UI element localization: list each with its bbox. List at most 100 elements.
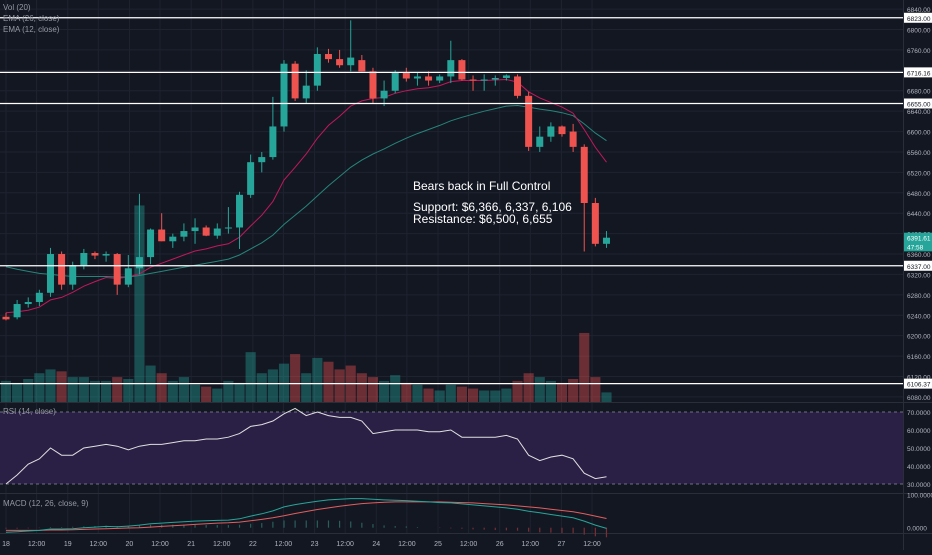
legend-volume: Vol (20) xyxy=(3,3,31,12)
price-tag-label: 6391.61 xyxy=(907,236,931,243)
volume-bar xyxy=(178,377,189,402)
volume-bar xyxy=(278,363,290,402)
candle-body xyxy=(202,227,210,236)
macd-tick-label: 100.0000 xyxy=(907,493,932,500)
volume-bar xyxy=(601,392,612,402)
candle-body xyxy=(324,54,332,60)
volume-bar xyxy=(479,390,490,402)
level-tag-label: 6716.16 xyxy=(907,70,931,77)
price-tick-label: 6680.00 xyxy=(907,89,931,96)
volume-bar xyxy=(312,357,323,402)
time-tick-label: 12:00 xyxy=(460,541,478,548)
volume-bar xyxy=(423,388,434,402)
annotation-title: Bears back in Full Control xyxy=(413,179,551,193)
level-tag-label: 6337.00 xyxy=(907,264,931,271)
candle-body xyxy=(347,57,355,66)
volume-bar xyxy=(490,390,501,402)
time-tick-label: 12:00 xyxy=(213,541,231,548)
volume-bar xyxy=(134,205,145,402)
candle-body xyxy=(69,265,77,285)
rsi-tick-label: 60.0000 xyxy=(907,428,931,435)
rsi-tick-label: 40.0000 xyxy=(907,464,931,471)
time-tick-label: 18 xyxy=(2,541,10,548)
time-tick-label: 24 xyxy=(372,541,380,548)
volume-bar xyxy=(412,384,423,402)
time-tick-label: 12:00 xyxy=(583,541,601,548)
volume-bar xyxy=(579,332,590,402)
annotation-resistance: Resistance: $6,500, 6,655 xyxy=(413,212,553,226)
candle-body xyxy=(391,72,399,91)
legend-macd: MACD (12, 26, close, 9) xyxy=(3,499,89,508)
legend-ema26: EMA (26, close) xyxy=(3,14,60,23)
time-tick-label: 12:00 xyxy=(522,541,540,548)
volume-bar xyxy=(189,384,201,402)
candle-body xyxy=(569,131,577,147)
volume-bar xyxy=(290,354,301,402)
macd-signal-line xyxy=(6,501,607,531)
volume-bar xyxy=(56,371,67,402)
price-tick-label: 6480.00 xyxy=(907,191,931,198)
rsi-tick-label: 70.0000 xyxy=(907,410,931,417)
price-tag xyxy=(904,232,932,243)
time-tick-label: 12:00 xyxy=(275,541,293,548)
volume-bar xyxy=(101,380,112,402)
volume-bar xyxy=(501,388,512,402)
time-tick-label: 26 xyxy=(496,541,504,548)
legend-ema12: EMA (12, close) xyxy=(3,25,60,34)
candle-body xyxy=(536,136,544,147)
time-tick-label: 27 xyxy=(558,541,566,548)
candle-body xyxy=(46,254,54,293)
volume-bar xyxy=(167,380,178,402)
price-tick-label: 6360.00 xyxy=(907,252,931,259)
price-tick-label: 6200.00 xyxy=(907,334,931,341)
level-tag xyxy=(904,98,932,109)
volume-bar xyxy=(523,373,534,402)
candle-body xyxy=(180,231,188,237)
time-tick-label: 19 xyxy=(64,541,72,548)
candle-body xyxy=(291,63,299,99)
volume-bar xyxy=(234,382,245,402)
candle-body xyxy=(258,157,266,163)
ema26-line xyxy=(5,104,607,278)
candle-body xyxy=(491,77,499,80)
time-tick-label: 12:00 xyxy=(398,541,416,548)
candle-body xyxy=(191,227,199,232)
candle-body xyxy=(336,59,344,66)
candle-body xyxy=(158,229,166,242)
price-tick-label: 6240.00 xyxy=(907,313,931,320)
volume-bar xyxy=(156,373,167,402)
volume-bar xyxy=(45,369,56,402)
candle-body xyxy=(447,60,455,77)
candle-body xyxy=(2,316,10,320)
macd-line xyxy=(5,498,607,533)
candle-body xyxy=(413,76,421,79)
volume-bar xyxy=(334,369,345,402)
candle-body xyxy=(58,254,66,285)
volume-bar xyxy=(89,380,101,402)
candle-body xyxy=(269,126,277,158)
price-tick-label: 6280.00 xyxy=(907,293,931,300)
volume-bar xyxy=(67,377,78,402)
candle-body xyxy=(402,72,410,79)
candle-body xyxy=(558,126,566,135)
candle-body xyxy=(91,253,99,256)
volume-bar xyxy=(267,369,278,402)
time-tick-label: 12:00 xyxy=(28,541,46,548)
time-tick-label: 20 xyxy=(126,541,134,548)
time-tick-label: 22 xyxy=(249,541,257,548)
candle-body xyxy=(369,71,377,99)
level-tag-label: 6655.00 xyxy=(907,102,931,109)
time-tick-label: 21 xyxy=(187,541,195,548)
time-tick-label: 12:00 xyxy=(90,541,108,548)
price-tick-label: 6160.00 xyxy=(907,354,931,361)
volume-bar xyxy=(545,380,556,402)
volume-bar xyxy=(434,390,445,402)
time-tick-label: 23 xyxy=(311,541,319,548)
price-tick-label: 6840.00 xyxy=(907,7,931,14)
candle-body xyxy=(224,227,232,229)
candle-body xyxy=(13,304,21,318)
legend-rsi: RSI (14, close) xyxy=(3,407,56,416)
candle-body xyxy=(169,236,177,242)
